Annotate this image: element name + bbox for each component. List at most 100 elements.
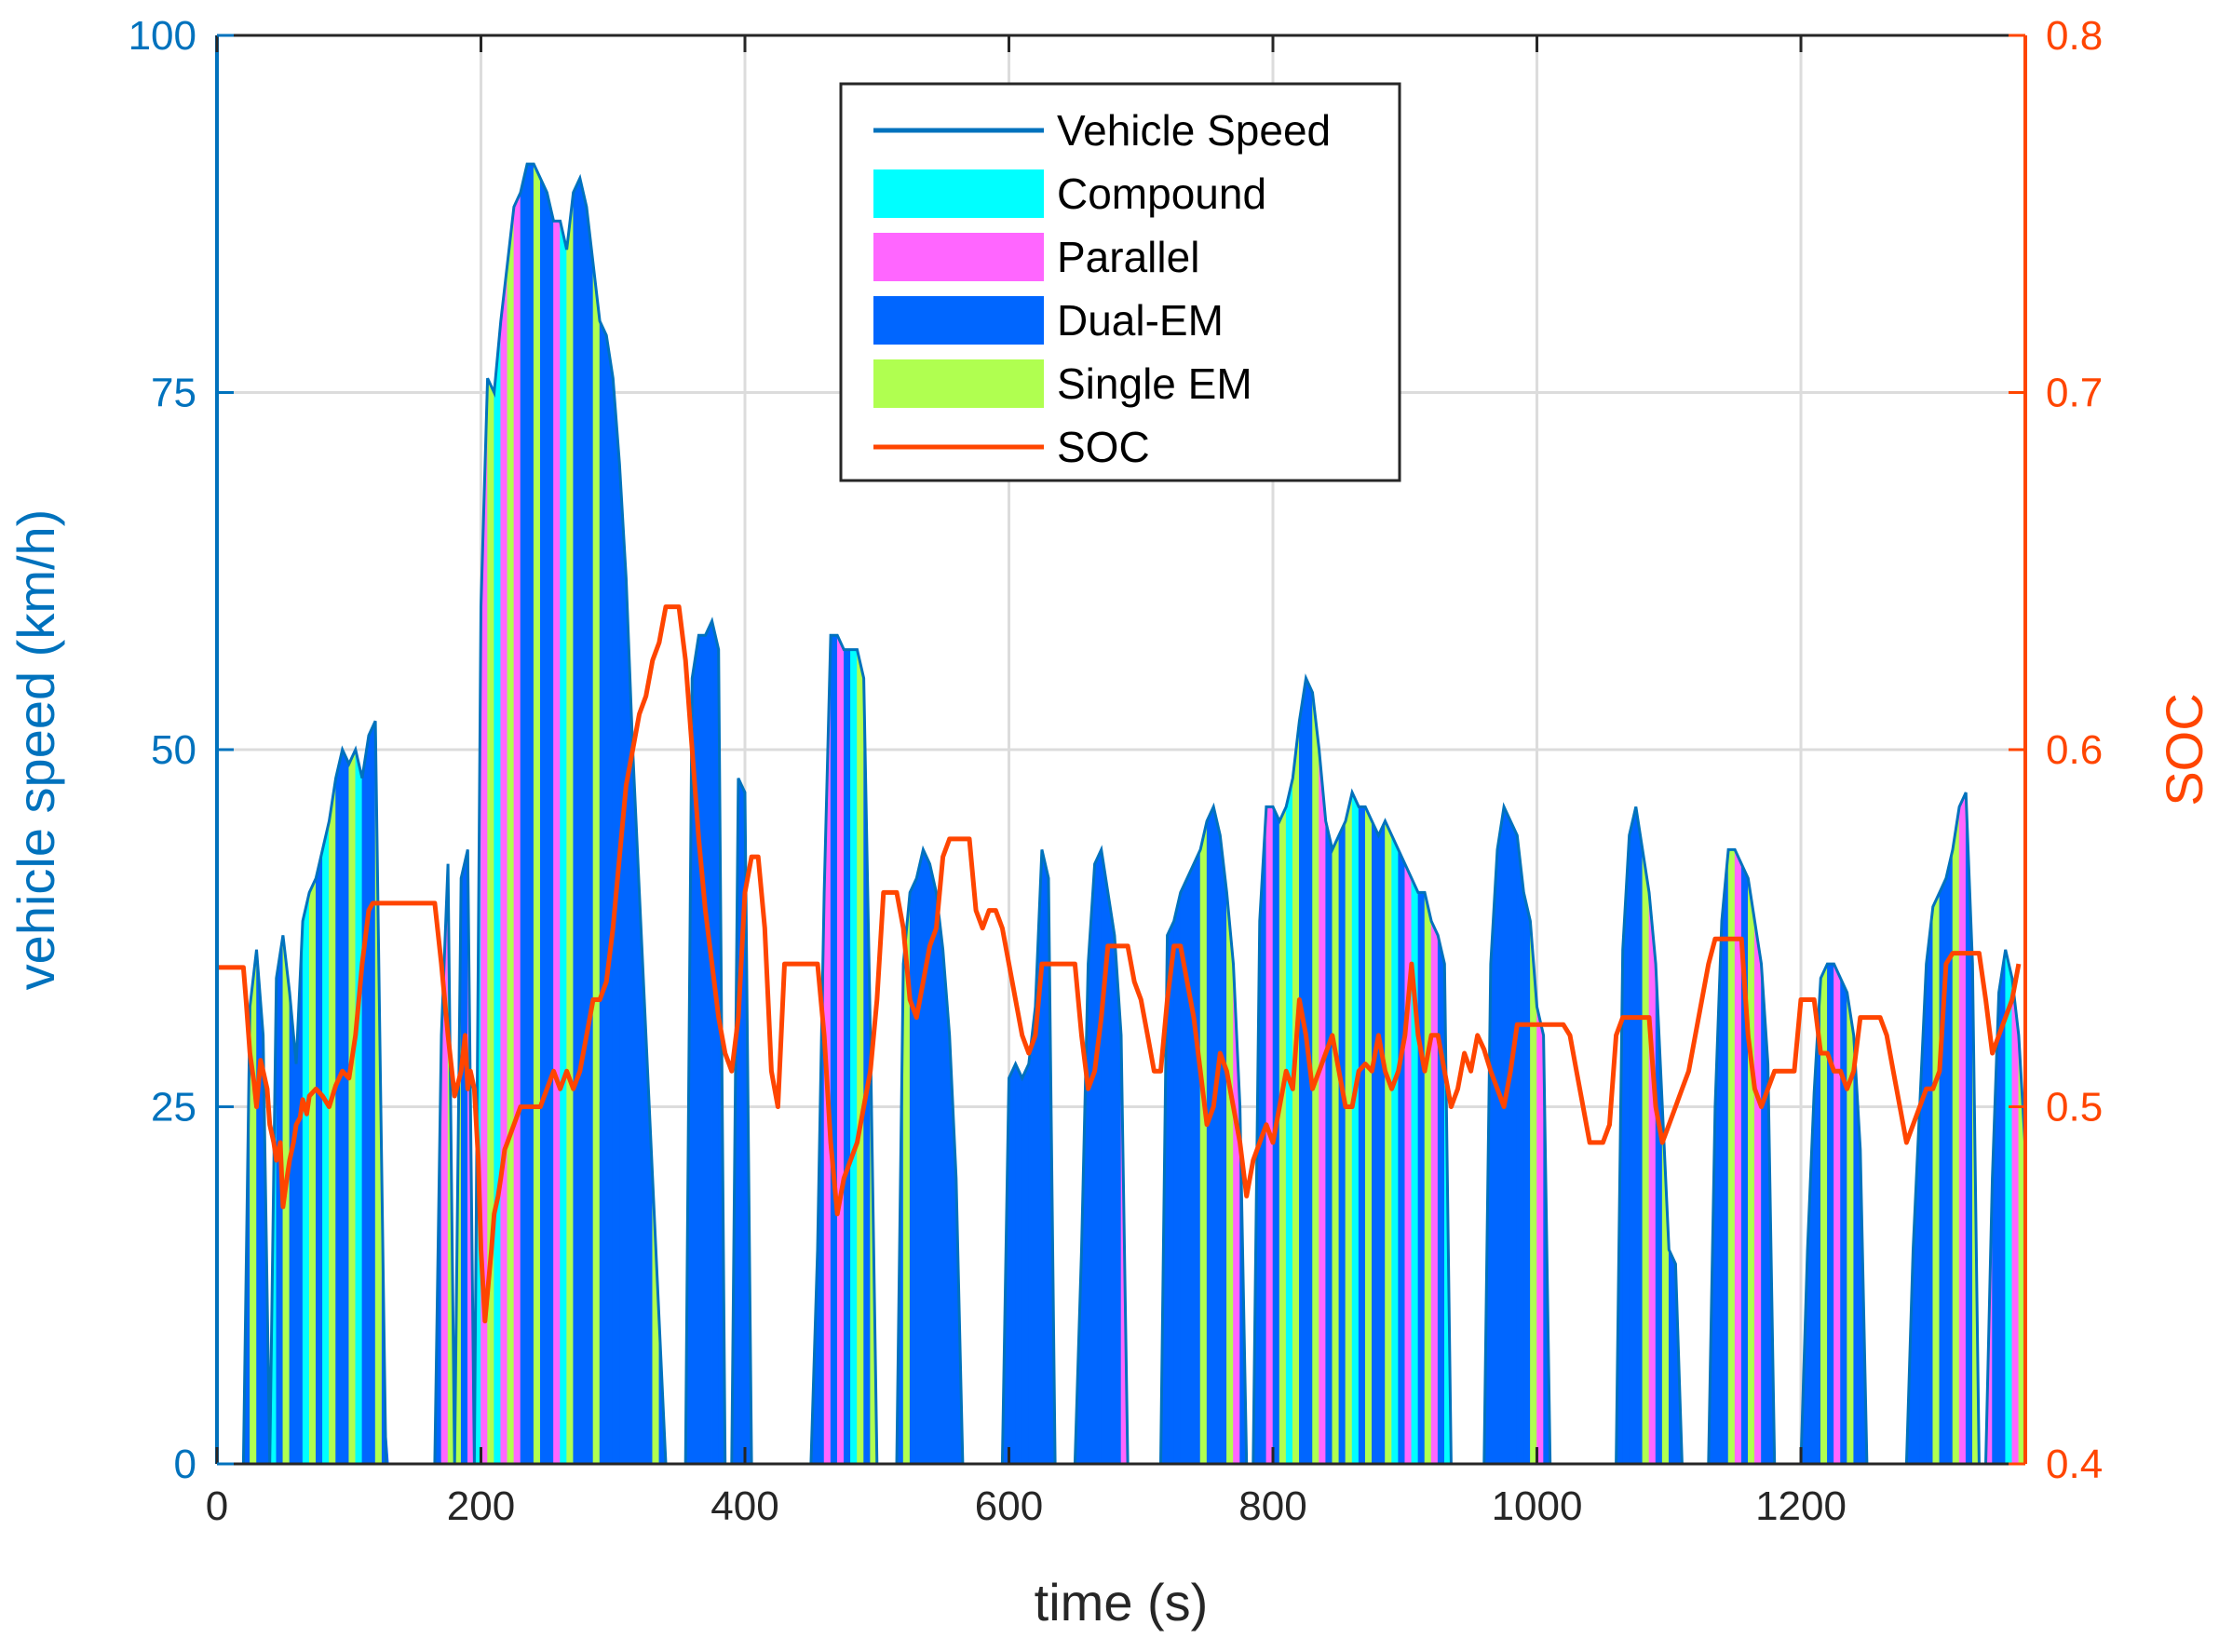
legend-swatch-single-em bbox=[873, 359, 1044, 408]
legend-swatch-parallel bbox=[873, 233, 1044, 281]
mode-area-single-em bbox=[1345, 792, 1353, 1465]
mode-area-compound bbox=[2005, 949, 2013, 1465]
mode-area-compound bbox=[494, 320, 502, 1465]
mode-area-single-em bbox=[1332, 834, 1340, 1465]
x-tick-label: 0 bbox=[206, 1483, 228, 1529]
mode-area-dual-em bbox=[460, 849, 468, 1465]
mode-area-dual-em bbox=[844, 649, 851, 1465]
mode-area-single-em bbox=[1292, 721, 1300, 1465]
legend-label-dual-em: Dual-EM bbox=[1057, 296, 1224, 345]
mode-area-dual-em bbox=[1220, 835, 1227, 1465]
mode-area-single-em bbox=[1952, 806, 1960, 1465]
mode-area-dual-em bbox=[526, 163, 534, 1465]
mode-area-dual-em bbox=[1028, 1007, 1036, 1465]
mode-area-dual-em bbox=[1325, 820, 1333, 1465]
mode-area-dual-em bbox=[1629, 806, 1637, 1465]
mode-area-single-em bbox=[308, 877, 317, 1465]
mode-area-dual-em bbox=[1721, 849, 1729, 1465]
mode-area-parallel bbox=[500, 264, 508, 1465]
mode-area-parallel bbox=[2011, 978, 2020, 1465]
mode-area-dual-em bbox=[1015, 1063, 1022, 1465]
right-y-tick-label: 0.8 bbox=[2046, 13, 2103, 59]
mode-area-dual-em bbox=[1509, 820, 1518, 1465]
mode-area-dual-em bbox=[1503, 806, 1511, 1465]
left-y-tick-label: 75 bbox=[151, 371, 196, 416]
mode-area-dual-em bbox=[698, 634, 706, 1465]
mode-area-single-em bbox=[1279, 806, 1287, 1465]
mode-area-single-em bbox=[1385, 820, 1392, 1465]
mode-area-dual-em bbox=[909, 877, 917, 1465]
mode-area-parallel bbox=[1536, 1007, 1544, 1465]
mode-area-parallel bbox=[1833, 963, 1841, 1465]
mode-area-single-em bbox=[348, 749, 357, 1465]
mode-area-dual-em bbox=[586, 207, 594, 1465]
mode-area-dual-em bbox=[1101, 849, 1109, 1465]
mode-area-dual-em bbox=[1516, 835, 1524, 1465]
mode-area-single-em bbox=[1727, 849, 1736, 1465]
x-tick-label: 1000 bbox=[1492, 1483, 1583, 1529]
left-y-tick-label: 100 bbox=[129, 13, 196, 59]
x-axis-label: time (s) bbox=[1035, 1573, 1209, 1632]
mode-area-parallel bbox=[1319, 749, 1327, 1465]
mode-area-single-em bbox=[857, 649, 864, 1465]
mode-area-parallel bbox=[513, 192, 521, 1465]
mode-area-single-em bbox=[592, 264, 601, 1465]
mode-area-compound bbox=[302, 892, 310, 1465]
mode-area-single-em bbox=[533, 163, 541, 1465]
mode-area-dual-em bbox=[737, 778, 746, 1465]
mode-area-dual-em bbox=[1398, 849, 1406, 1465]
soc-line bbox=[217, 604, 2022, 1324]
axes: 0 200 400 600 800 1000 1200 0 25 50 75 100 0.4 0.5 0.6… bbox=[129, 13, 2104, 1529]
mode-area-dual-em bbox=[1840, 978, 1847, 1465]
mode-area-dual-em bbox=[619, 464, 627, 1465]
mode-area-parallel bbox=[1648, 892, 1657, 1465]
mode-area-single-em bbox=[1226, 892, 1234, 1465]
legend-label-compound: Compound bbox=[1057, 169, 1266, 218]
mode-area-single-em bbox=[1748, 878, 1755, 1465]
mode-area-parallel bbox=[836, 635, 845, 1465]
mode-area-compound bbox=[560, 221, 567, 1465]
mode-area-single-em bbox=[1820, 963, 1828, 1465]
mode-area-dual-em bbox=[1008, 1063, 1016, 1465]
mode-area-dual-em bbox=[335, 749, 343, 1465]
right-axis-label: SOC bbox=[2155, 693, 2213, 806]
mode-area-dual-em bbox=[316, 849, 323, 1465]
mode-area-dual-em bbox=[1186, 863, 1195, 1465]
x-tick-label: 1200 bbox=[1755, 1483, 1847, 1529]
right-y-tick-label: 0.5 bbox=[2046, 1085, 2103, 1131]
mode-area-dual-em bbox=[1212, 806, 1221, 1465]
mode-area-dual-em bbox=[539, 178, 548, 1465]
mode-area-dual-em bbox=[368, 721, 376, 1465]
legend-swatch-dual-em bbox=[873, 296, 1044, 345]
mode-area-dual-em bbox=[1827, 963, 1834, 1465]
mode-area-compound bbox=[1285, 778, 1293, 1465]
mode-area-single-em bbox=[1364, 806, 1373, 1465]
mode-area-dual-em bbox=[342, 749, 350, 1465]
mode-area-dual-em bbox=[1107, 892, 1116, 1465]
mode-area-single-em bbox=[1642, 849, 1650, 1465]
mode-area-dual-em bbox=[1041, 849, 1049, 1465]
mode-area-dual-em bbox=[1378, 820, 1386, 1465]
mode-area-dual-em bbox=[1496, 806, 1505, 1465]
mode-area-dual-em bbox=[1094, 849, 1103, 1465]
legend-label-vehicle-speed: Vehicle Speed bbox=[1057, 106, 1331, 155]
legend: Vehicle Speed Compound Parallel Dual-EM Sing… bbox=[839, 82, 1401, 482]
mode-area-compound bbox=[1391, 834, 1399, 1465]
mode-area-parallel bbox=[1754, 921, 1762, 1465]
mode-area-single-em bbox=[507, 207, 515, 1465]
mode-area-dual-em bbox=[1358, 806, 1366, 1465]
mode-area-dual-em bbox=[830, 634, 838, 1465]
mode-area-parallel bbox=[553, 221, 561, 1465]
mode-area-dual-em bbox=[1635, 806, 1644, 1465]
mode-area-dual-em bbox=[923, 849, 930, 1465]
mode-area-dual-em bbox=[547, 192, 554, 1465]
right-y-tick-label: 0.4 bbox=[2046, 1442, 2103, 1487]
left-y-tick-label: 50 bbox=[151, 727, 196, 773]
mode-area-dual-em bbox=[573, 178, 581, 1465]
x-tick-label: 800 bbox=[1238, 1483, 1306, 1529]
mode-area-compound bbox=[1351, 792, 1360, 1465]
x-tick-label: 400 bbox=[710, 1483, 778, 1529]
mode-area-dual-em bbox=[915, 849, 924, 1465]
mode-area-dual-em bbox=[1372, 820, 1379, 1465]
